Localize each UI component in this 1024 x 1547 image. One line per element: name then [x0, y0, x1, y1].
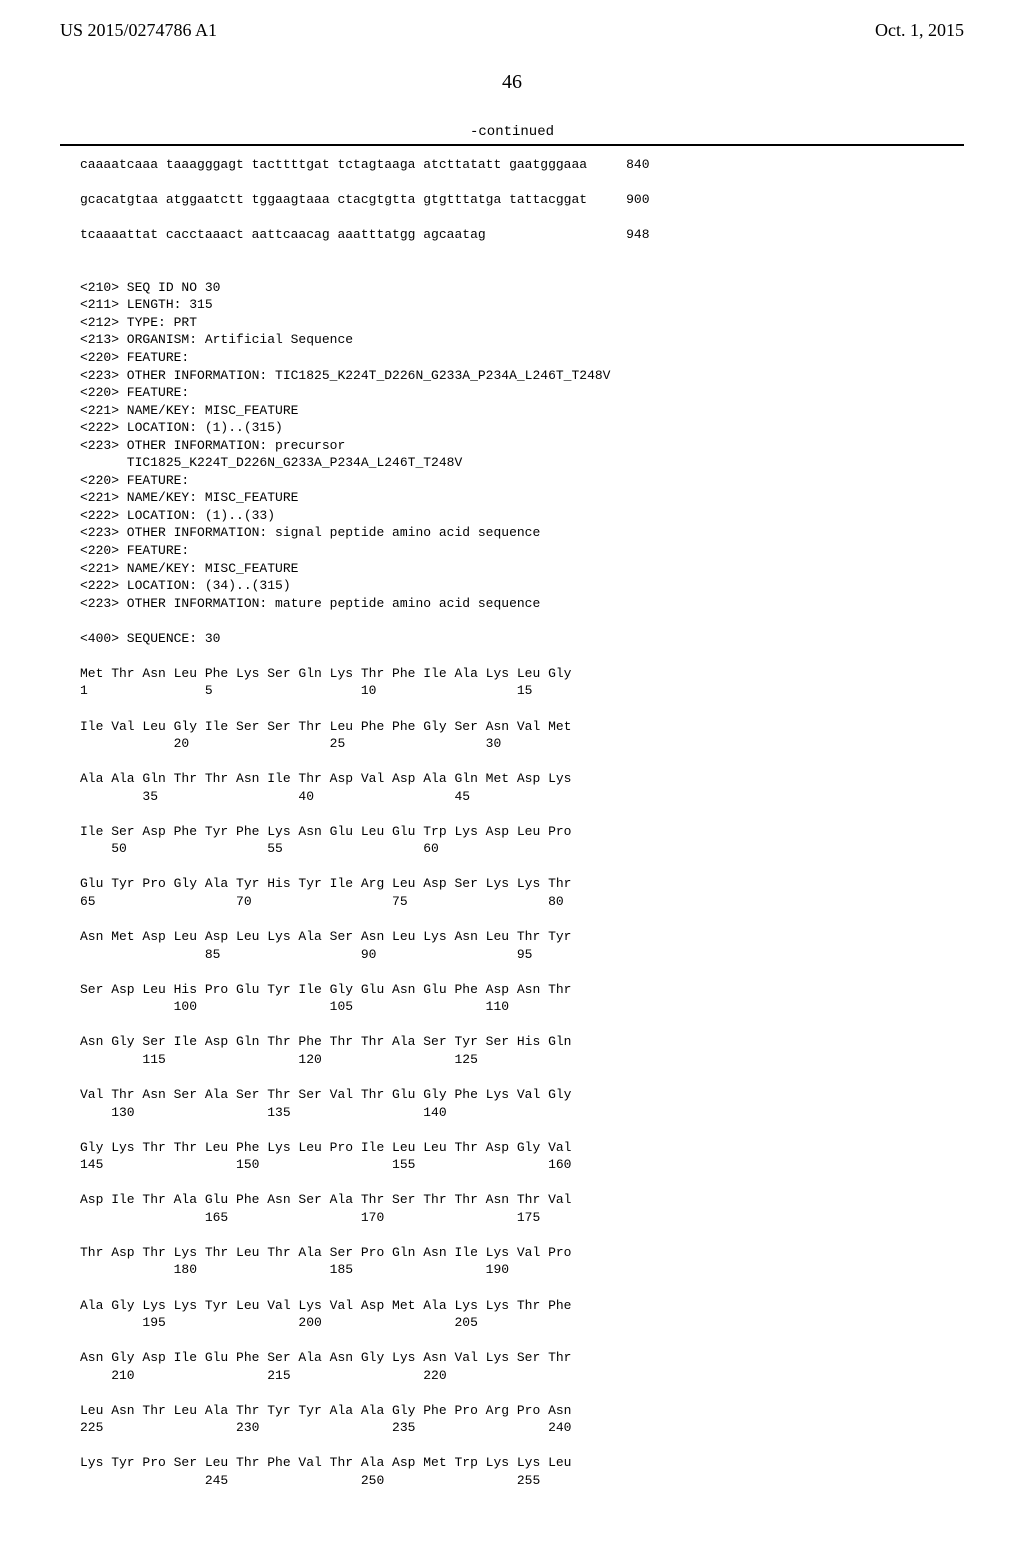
- header-right: Oct. 1, 2015: [875, 20, 964, 41]
- header-row: US 2015/0274786 A1 Oct. 1, 2015: [60, 20, 964, 41]
- divider: [60, 144, 964, 146]
- page-number: 46: [60, 71, 964, 94]
- page-container: US 2015/0274786 A1 Oct. 1, 2015 46 -cont…: [0, 0, 1024, 1547]
- continued-label: -continued: [60, 124, 964, 140]
- sequence-listing: caaaatcaaa taaagggagt tacttttgat tctagta…: [80, 156, 964, 1507]
- header-left: US 2015/0274786 A1: [60, 20, 217, 41]
